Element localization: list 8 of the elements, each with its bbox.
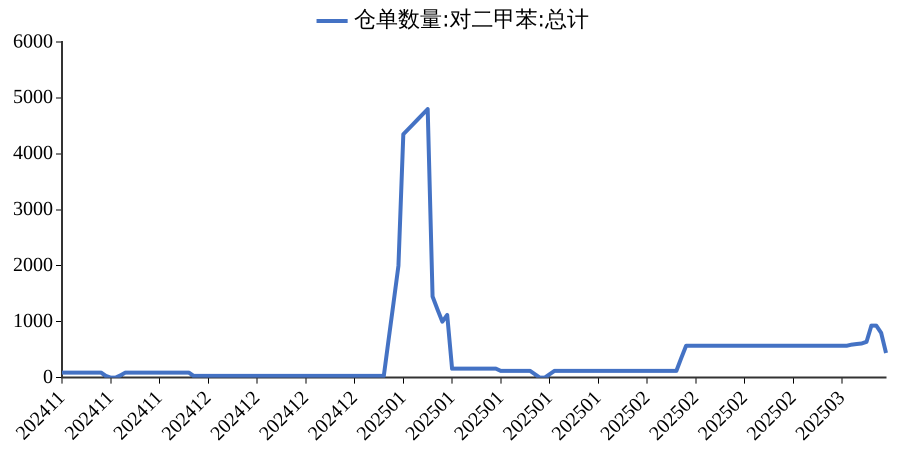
y-tick-label: 3000	[13, 198, 53, 220]
legend-label: 仓单数量:对二甲苯:总计	[354, 8, 589, 33]
y-tick-label: 4000	[13, 142, 53, 164]
y-tick-label: 6000	[13, 30, 53, 52]
y-tick-label: 2000	[13, 254, 53, 276]
y-tick-label: 0	[43, 366, 53, 388]
y-tick-label: 1000	[13, 310, 53, 332]
y-tick-label: 5000	[13, 86, 53, 108]
